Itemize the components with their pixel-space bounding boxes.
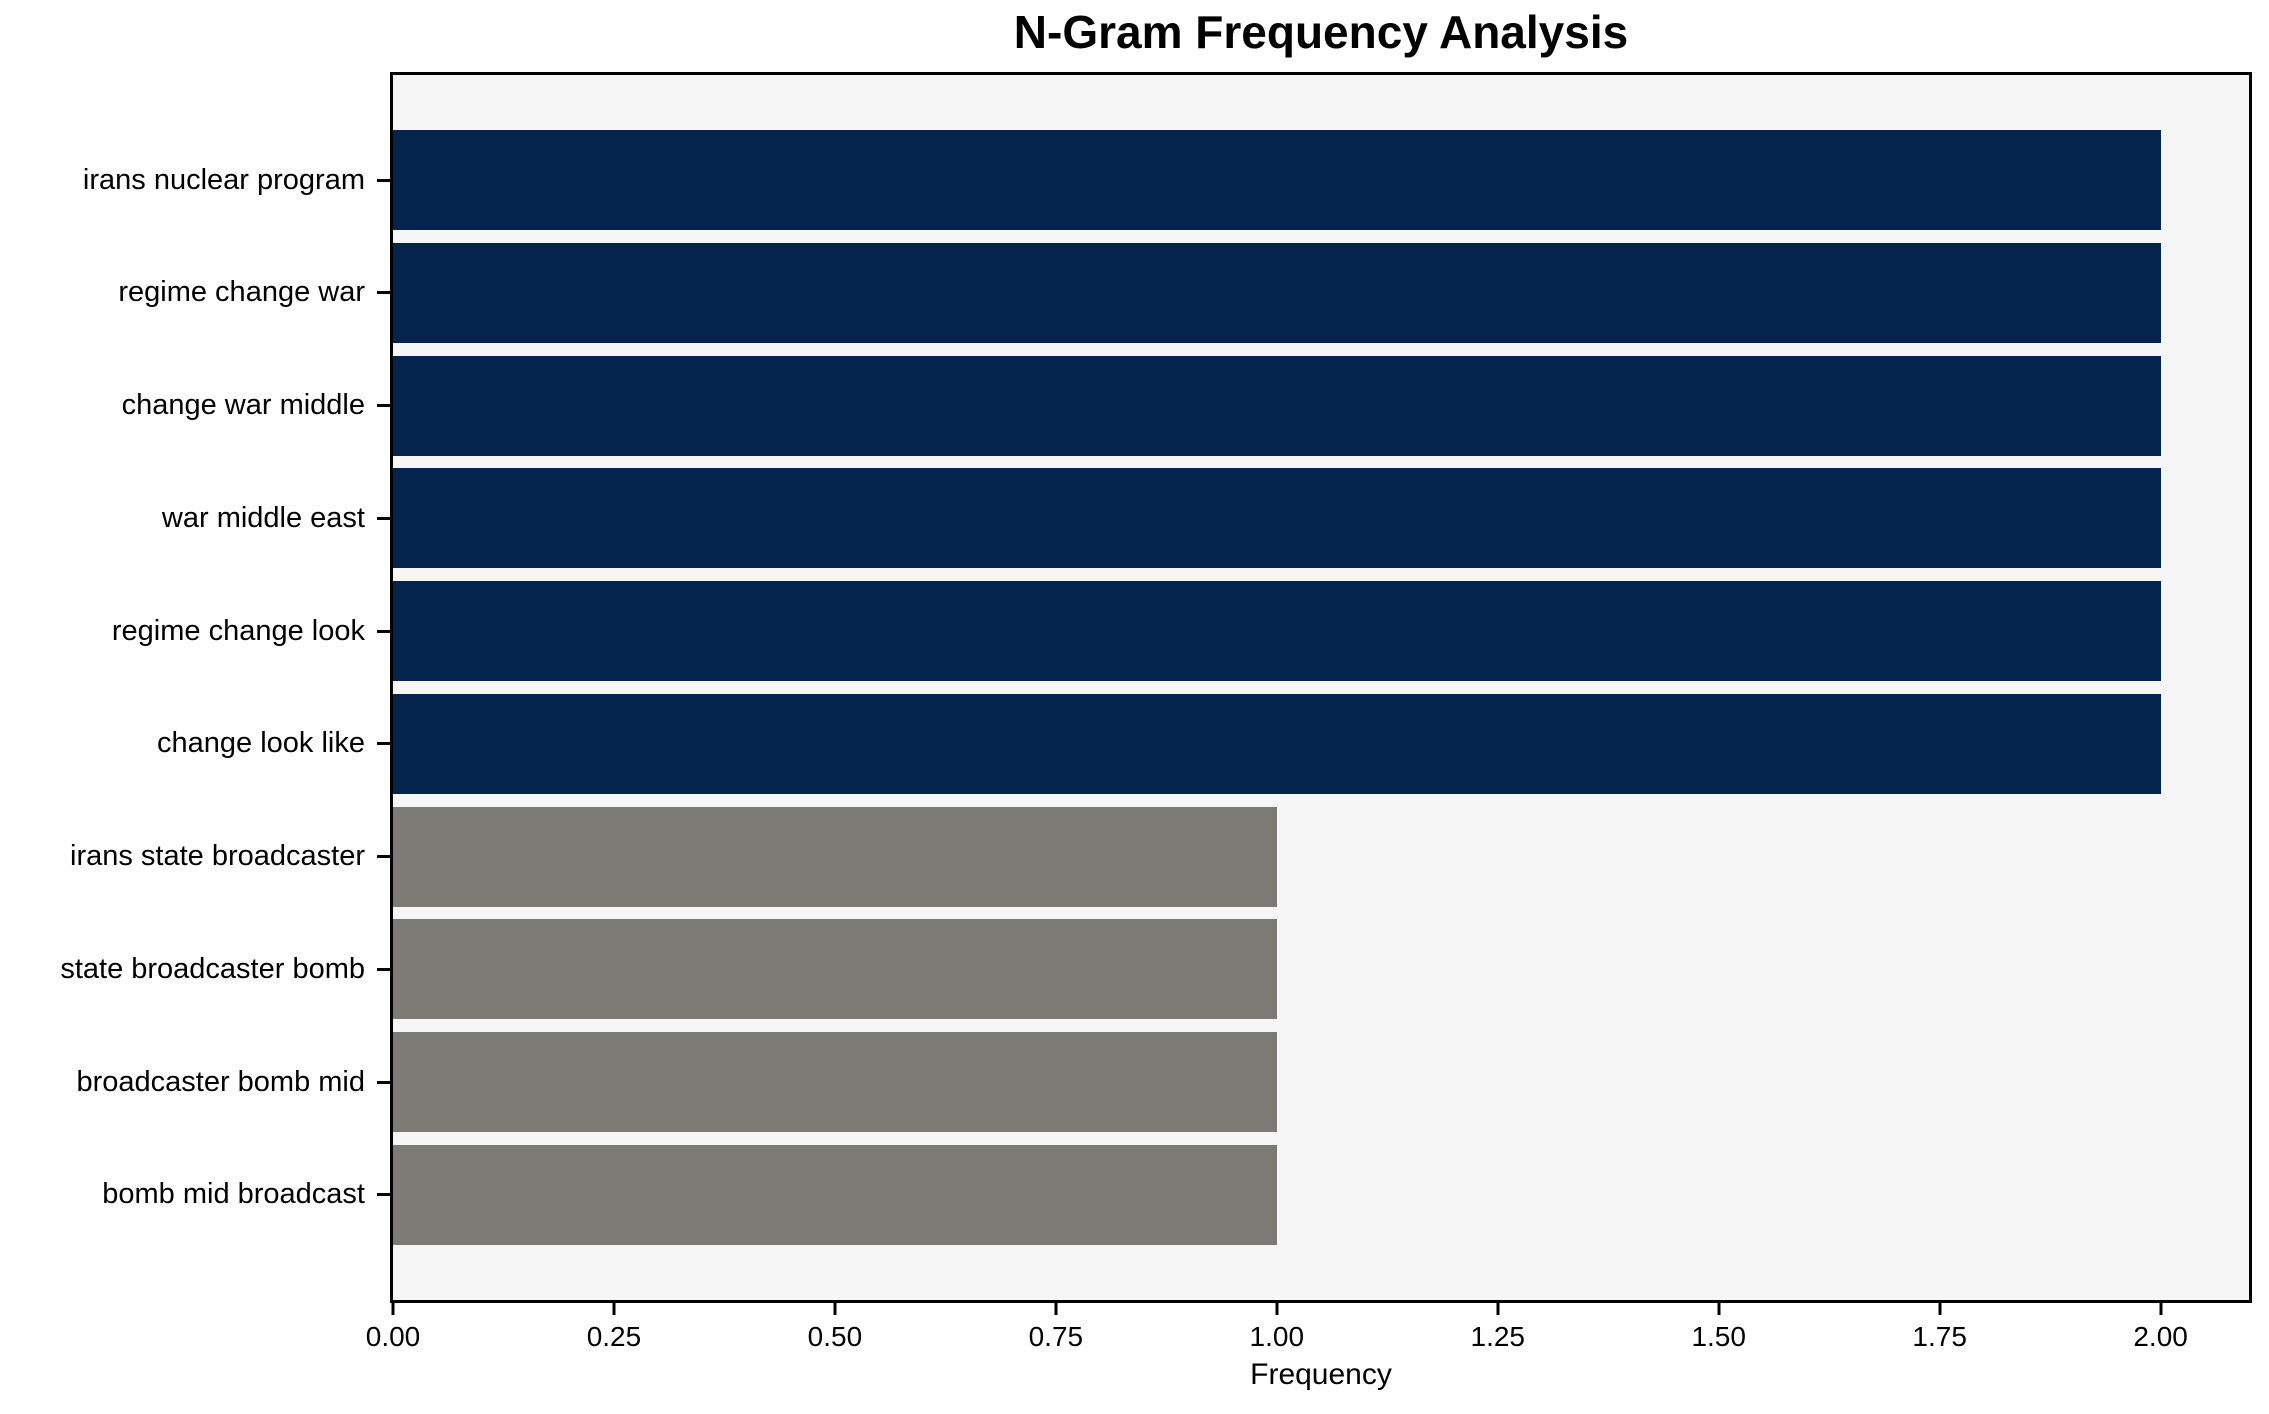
- x-tick-label: 0.00: [365, 1321, 421, 1352]
- y-row: change war middle: [0, 356, 390, 456]
- x-tick-mark: [833, 1303, 837, 1315]
- bar-row: [393, 1144, 2249, 1245]
- x-tick-mark: [391, 1303, 395, 1315]
- y-tick-label: change war middle: [121, 389, 365, 422]
- y-tick-mark: [377, 516, 390, 520]
- bar-state-broadcaster-bomb: [393, 919, 1277, 1020]
- y-row: state broadcaster bomb: [0, 919, 390, 1019]
- x-tick-mark: [612, 1303, 616, 1315]
- bar-war-middle-east: [393, 468, 2161, 569]
- plot-area: [390, 72, 2252, 1303]
- y-row: irans nuclear program: [0, 130, 390, 230]
- x-tick-mark: [2159, 1303, 2163, 1315]
- x-axis-label: Frequency: [1250, 1358, 1392, 1391]
- bars-area: [393, 130, 2249, 1245]
- bar-row: [393, 130, 2249, 230]
- x-tick-label: 0.50: [807, 1321, 863, 1352]
- bar-regime-change-war: [393, 242, 2161, 343]
- y-tick-mark: [377, 855, 390, 859]
- y-tick-mark: [377, 967, 390, 971]
- bar-row: [393, 1032, 2249, 1133]
- y-tick-label: state broadcaster bomb: [60, 952, 365, 985]
- x-tick-label: 0.75: [1028, 1321, 1084, 1352]
- x-tick-mark: [1275, 1303, 1279, 1315]
- bar-bomb-mid-broadcast: [393, 1144, 1277, 1245]
- y-tick-label: bomb mid broadcast: [102, 1178, 365, 1211]
- y-axis: irans nuclear program regime change war ch…: [0, 130, 390, 1245]
- bar-row: [393, 693, 2249, 794]
- bar-row: [393, 581, 2249, 682]
- bar-row: [393, 242, 2249, 343]
- bar-change-war-middle: [393, 355, 2161, 456]
- y-tick-label: change look like: [157, 727, 365, 760]
- bar-broadcaster-bomb-mid: [393, 1032, 1277, 1133]
- y-tick-mark: [377, 291, 390, 295]
- y-row: regime change war: [0, 243, 390, 343]
- bar-irans-state-broadcaster: [393, 806, 1277, 907]
- x-tick-mark: [1717, 1303, 1721, 1315]
- bar-row: [393, 806, 2249, 907]
- y-tick-mark: [377, 404, 390, 408]
- y-tick-mark: [377, 178, 390, 182]
- y-tick-mark: [377, 1193, 390, 1197]
- y-row: bomb mid broadcast: [0, 1145, 390, 1245]
- bar-irans-nuclear-program: [393, 130, 2161, 230]
- y-tick-label: irans nuclear program: [82, 163, 365, 196]
- y-tick-label: regime change war: [118, 276, 365, 309]
- x-tick-label: 1.25: [1470, 1321, 1526, 1352]
- chart-title: N-Gram Frequency Analysis: [1013, 6, 1629, 58]
- y-row: war middle east: [0, 468, 390, 568]
- y-tick-mark: [377, 629, 390, 633]
- x-tick-label: 1.75: [1912, 1321, 1967, 1352]
- x-tick-mark: [1938, 1303, 1942, 1315]
- bar-change-look-like: [393, 693, 2161, 794]
- y-tick-label: broadcaster bomb mid: [76, 1065, 365, 1098]
- x-tick-label: 0.25: [586, 1321, 642, 1352]
- y-tick-label: war middle east: [161, 501, 365, 534]
- x-tick-mark: [1496, 1303, 1500, 1315]
- y-row: broadcaster bomb mid: [0, 1032, 390, 1132]
- x-tick-label: 2.00: [2133, 1321, 2188, 1352]
- y-tick-label: regime change look: [111, 614, 365, 647]
- y-tick-mark: [377, 1080, 390, 1084]
- y-tick-mark: [377, 742, 390, 746]
- x-tick-label: 1.50: [1691, 1321, 1746, 1352]
- y-row: irans state broadcaster: [0, 807, 390, 907]
- x-axis: 0.00 0.25 0.50 0.75 1.00 1.25 1.50 1.75 2.00: [366, 1303, 2249, 1413]
- bar-row: [393, 355, 2249, 456]
- bar-row: [393, 919, 2249, 1020]
- y-row: change look like: [0, 694, 390, 794]
- bar-row: [393, 468, 2249, 569]
- x-tick-mark: [1054, 1303, 1058, 1315]
- y-tick-label: irans state broadcaster: [70, 840, 365, 873]
- bar-regime-change-look: [393, 581, 2161, 682]
- y-row: regime change look: [0, 581, 390, 681]
- x-tick-label: 1.00: [1249, 1321, 1305, 1352]
